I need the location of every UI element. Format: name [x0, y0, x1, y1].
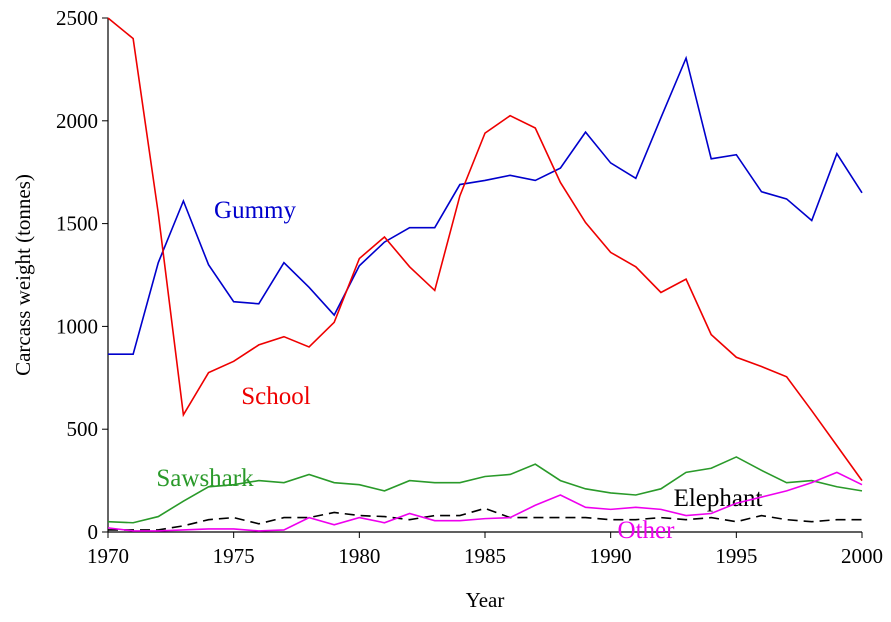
x-tick-label: 1975	[213, 544, 255, 568]
x-tick-label: 1980	[338, 544, 380, 568]
series-label: Other	[618, 517, 676, 544]
x-tick-label: 1995	[715, 544, 757, 568]
y-tick-label: 0	[88, 520, 99, 544]
y-tick-label: 2000	[56, 109, 98, 133]
x-tick-label: 1985	[464, 544, 506, 568]
series-line	[108, 55, 863, 355]
y-tick-label: 500	[67, 417, 99, 441]
series-label: School	[241, 383, 311, 410]
series-label: Gummy	[214, 197, 296, 224]
series-label: Elephant	[674, 485, 763, 512]
series-line	[107, 471, 863, 532]
x-tick-label: 1970	[87, 544, 129, 568]
series-line	[107, 456, 863, 524]
y-tick-label: 1500	[56, 212, 98, 236]
y-tick-label: 1000	[56, 314, 98, 338]
series-label: Sawshark	[156, 465, 254, 492]
y-axis-label: Carcass weight (tonnes)	[11, 174, 35, 376]
x-tick-label: 1990	[590, 544, 632, 568]
series-line	[107, 17, 863, 482]
x-axis-label: Year	[466, 588, 505, 612]
y-tick-label: 2500	[56, 6, 98, 30]
x-tick-label: 2000	[841, 544, 883, 568]
